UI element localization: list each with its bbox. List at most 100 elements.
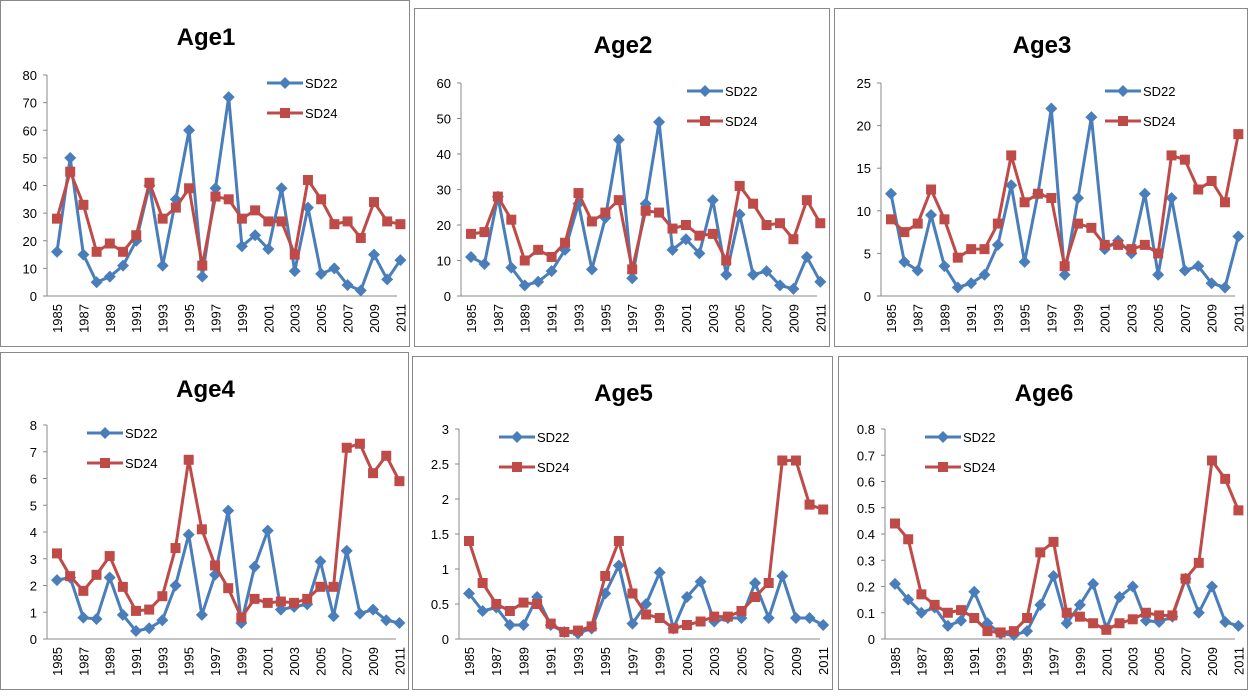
marker — [518, 597, 529, 608]
y-tick-label: 2.5 — [431, 457, 449, 472]
y-tick-label: 0 — [868, 632, 875, 647]
marker — [341, 278, 354, 291]
x-tick-label: 2003 — [1126, 647, 1141, 676]
marker — [1034, 598, 1047, 611]
y-tick-label: 80 — [23, 68, 37, 83]
marker — [491, 599, 502, 609]
x-tick-label: 1999 — [234, 647, 249, 676]
chart-title: Age3 — [1013, 32, 1072, 59]
marker — [1192, 260, 1205, 273]
marker — [223, 194, 234, 205]
marker — [518, 279, 531, 292]
marker — [1220, 473, 1231, 484]
x-tick-label: 1997 — [1046, 647, 1061, 676]
marker — [210, 560, 221, 571]
marker — [695, 616, 706, 627]
marker — [991, 238, 1004, 251]
x-tick-label: 2009 — [367, 304, 382, 333]
x-tick-label: 1989 — [937, 304, 952, 333]
marker — [196, 524, 207, 535]
marker — [103, 571, 116, 584]
legend-label: SD22 — [725, 84, 758, 99]
marker — [992, 218, 1003, 229]
marker — [929, 599, 940, 610]
series — [890, 455, 1244, 638]
line — [889, 133, 1240, 267]
marker — [315, 267, 328, 280]
marker — [210, 191, 221, 202]
x-tick-label: 1985 — [888, 647, 903, 676]
marker — [1032, 188, 1043, 199]
x-tick-label: 2009 — [366, 647, 381, 676]
marker — [341, 442, 352, 453]
y-tick-label: 0 — [444, 289, 451, 304]
y-tick-label: 0 — [864, 289, 871, 304]
y-tick-label: 3 — [30, 552, 37, 567]
marker — [982, 626, 993, 637]
marker — [90, 276, 103, 289]
marker — [249, 229, 262, 242]
marker — [1018, 255, 1031, 268]
marker — [394, 476, 405, 487]
marker — [762, 612, 775, 624]
marker — [354, 284, 367, 297]
marker — [209, 568, 222, 581]
series — [463, 559, 830, 640]
y-tick-label: 30 — [437, 183, 451, 198]
marker — [289, 249, 300, 260]
x-tick-label: 1985 — [50, 647, 65, 676]
chart: Age5 0 0.5 1 1.5 2 2.5 3 1985 1987 1989 1991 1993 199… — [431, 380, 831, 676]
marker — [77, 611, 90, 624]
legend-marker — [279, 77, 291, 89]
marker — [1219, 197, 1230, 208]
marker — [156, 614, 169, 627]
marker — [52, 213, 62, 224]
marker — [276, 216, 287, 227]
marker — [1167, 610, 1178, 621]
legend-marker — [699, 85, 711, 97]
x-tick-label: 2007 — [340, 647, 355, 676]
marker — [196, 270, 209, 283]
marker — [479, 227, 490, 238]
marker — [1140, 607, 1151, 618]
marker — [774, 218, 785, 229]
marker — [236, 213, 247, 224]
marker — [600, 571, 611, 581]
legend-marker — [280, 108, 290, 118]
marker — [65, 166, 76, 177]
marker — [263, 216, 274, 227]
legend-label: SD24 — [305, 106, 338, 121]
y-tick-label: 25 — [857, 76, 871, 91]
marker — [104, 551, 115, 562]
marker — [104, 238, 115, 249]
marker — [183, 124, 196, 137]
x-tick-label: 1985 — [884, 304, 899, 333]
marker — [817, 619, 830, 631]
marker — [966, 244, 977, 255]
marker — [626, 617, 639, 630]
series — [51, 504, 406, 637]
x-tick-label: 2007 — [341, 304, 356, 333]
x-tick-label: 1987 — [491, 304, 506, 333]
series — [886, 129, 1244, 272]
marker — [694, 230, 705, 241]
marker — [464, 536, 474, 546]
marker — [1205, 580, 1218, 593]
marker — [91, 246, 102, 257]
marker — [1035, 547, 1046, 558]
x-tick-label: 1999 — [1071, 304, 1086, 333]
y-tick-label: 0.3 — [857, 553, 875, 568]
marker — [503, 619, 516, 631]
marker — [889, 577, 901, 590]
y-tick-label: 70 — [23, 96, 37, 111]
marker — [653, 116, 666, 129]
marker — [545, 265, 558, 278]
x-tick-label: 1991 — [129, 647, 144, 676]
marker — [709, 611, 720, 622]
marker — [342, 216, 353, 227]
marker — [156, 259, 169, 272]
x-tick-label: 2007 — [1178, 304, 1193, 333]
x-tick-label: 1993 — [994, 647, 1009, 676]
x-tick-label: 2007 — [760, 304, 775, 333]
marker — [1074, 611, 1085, 622]
